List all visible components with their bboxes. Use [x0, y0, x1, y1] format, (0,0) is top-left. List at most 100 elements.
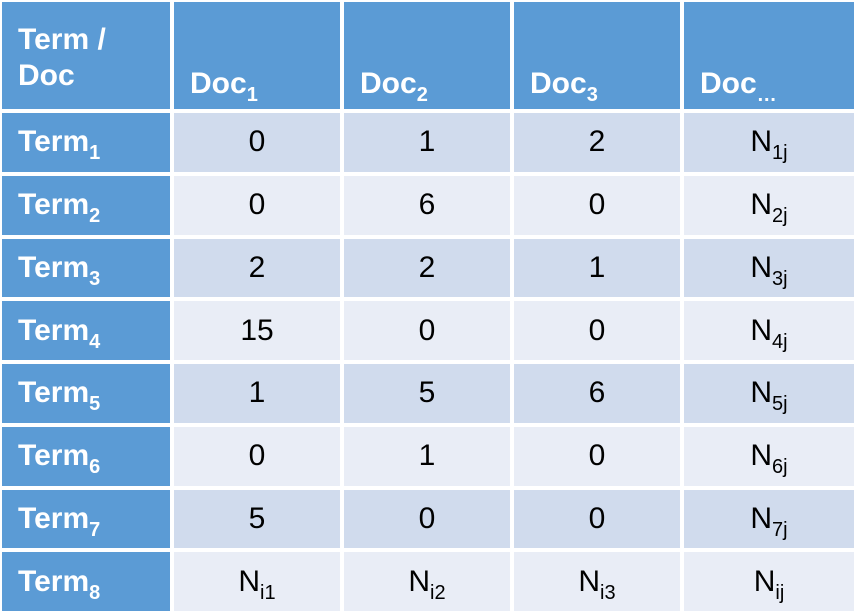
- matrix-cell: 1: [172, 362, 342, 425]
- matrix-cell: N6j: [682, 424, 856, 488]
- cell-value: 1: [588, 250, 606, 284]
- cell-value: N: [750, 125, 773, 159]
- cell-value: 0: [588, 439, 606, 473]
- cell-subscript: 4j: [772, 330, 788, 353]
- row-header-term: Term8: [0, 550, 172, 613]
- row-subscript: 5: [89, 393, 101, 416]
- cell-value: N: [750, 188, 773, 222]
- corner-label-line1: Term /: [18, 23, 106, 56]
- cell-subscript: 3j: [772, 267, 788, 290]
- cell-subscript: 2j: [772, 205, 788, 228]
- row-label: Term: [18, 125, 90, 159]
- cell-value: N: [238, 564, 261, 598]
- column-label: Doc: [530, 67, 587, 100]
- matrix-cell: 0: [342, 487, 512, 551]
- row-label: Term: [18, 564, 90, 598]
- cell-value: N: [750, 439, 773, 473]
- row-subscript: 3: [89, 267, 101, 290]
- matrix-cell: N2j: [682, 173, 856, 237]
- matrix-cell: 0: [512, 487, 682, 551]
- cell-value: 6: [418, 188, 436, 222]
- cell-subscript: 7j: [772, 518, 788, 541]
- row-subscript: 8: [89, 581, 101, 604]
- row-header-term: Term5: [0, 362, 172, 425]
- column-subscript: 3: [586, 84, 598, 106]
- cell-value: 0: [248, 188, 266, 222]
- table-row: Term6 0 1 0 N6j: [0, 424, 856, 488]
- table-row: Term8 Ni1 Ni2 Ni3 Nij: [0, 550, 856, 613]
- table-row: Term5 1 5 6 N5j: [0, 362, 856, 425]
- row-subscript: 1: [89, 142, 101, 165]
- cell-subscript: 1j: [772, 142, 788, 165]
- matrix-cell: 1: [342, 424, 512, 488]
- row-header-term: Term2: [0, 173, 172, 237]
- cell-subscript: ij: [775, 581, 785, 604]
- matrix-cell: 0: [172, 424, 342, 488]
- matrix-cell: 2: [512, 111, 682, 174]
- matrix-cell: 0: [512, 299, 682, 362]
- cell-value: N: [408, 564, 431, 598]
- cell-value: N: [750, 313, 773, 347]
- table-row: Term1 0 1 2 N1j: [0, 111, 856, 174]
- row-label: Term: [18, 439, 90, 473]
- matrix-cell: 2: [172, 236, 342, 300]
- cell-value: 0: [588, 501, 606, 535]
- row-header-term: Term3: [0, 236, 172, 300]
- cell-subscript: 6j: [772, 456, 788, 479]
- matrix-cell: 0: [512, 424, 682, 488]
- matrix-cell: 0: [342, 299, 512, 362]
- cell-value: N: [578, 564, 601, 598]
- matrix-cell: N1j: [682, 111, 856, 174]
- header-row: Term / Doc Doc1 Doc2 Doc3 Doc…: [0, 0, 856, 111]
- column-label: Doc: [360, 67, 417, 100]
- matrix-cell: N5j: [682, 362, 856, 425]
- cell-subscript: i1: [260, 581, 276, 604]
- row-header-term: Term4: [0, 299, 172, 362]
- cell-value: 5: [418, 376, 436, 410]
- column-label: Doc: [190, 67, 247, 100]
- matrix-cell: 2: [342, 236, 512, 300]
- cell-value: 2: [418, 250, 436, 284]
- row-header-term: Term1: [0, 111, 172, 174]
- table-row: Term4 15 0 0 N4j: [0, 299, 856, 362]
- matrix-cell: 5: [172, 487, 342, 551]
- matrix-cell: Ni3: [512, 550, 682, 613]
- cell-value: 1: [418, 439, 436, 473]
- column-subscript: 2: [416, 84, 428, 106]
- matrix-cell: 5: [342, 362, 512, 425]
- row-header-term: Term6: [0, 424, 172, 488]
- column-header-doc3: Doc3: [512, 0, 682, 111]
- row-subscript: 4: [89, 330, 101, 353]
- table-row: Term2 0 6 0 N2j: [0, 173, 856, 237]
- row-label: Term: [18, 188, 90, 222]
- cell-value: 2: [248, 250, 266, 284]
- matrix-cell: 1: [342, 111, 512, 174]
- cell-value: 0: [418, 313, 436, 347]
- matrix-cell: 0: [512, 173, 682, 237]
- column-subscript: …: [756, 84, 777, 106]
- column-header-doc1: Doc1: [172, 0, 342, 111]
- matrix-cell: N4j: [682, 299, 856, 362]
- cell-value: 15: [240, 313, 274, 347]
- cell-value: 0: [588, 188, 606, 222]
- row-subscript: 6: [89, 456, 101, 479]
- table-row: Term3 2 2 1 N3j: [0, 236, 856, 300]
- matrix-cell: 6: [342, 173, 512, 237]
- row-label: Term: [18, 313, 90, 347]
- cell-value: N: [750, 501, 773, 535]
- row-label: Term: [18, 376, 90, 410]
- matrix-cell: 15: [172, 299, 342, 362]
- cell-value: 0: [248, 125, 266, 159]
- cell-value: N: [750, 376, 773, 410]
- cell-value: 2: [588, 125, 606, 159]
- row-header-term: Term7: [0, 487, 172, 551]
- cell-subscript: 5j: [772, 393, 788, 416]
- matrix-cell: N7j: [682, 487, 856, 551]
- cell-value: 1: [418, 125, 436, 159]
- row-subscript: 2: [89, 205, 101, 228]
- matrix-cell: N3j: [682, 236, 856, 300]
- cell-subscript: i3: [600, 581, 616, 604]
- corner-header: Term / Doc: [0, 0, 172, 111]
- matrix-cell: 1: [512, 236, 682, 300]
